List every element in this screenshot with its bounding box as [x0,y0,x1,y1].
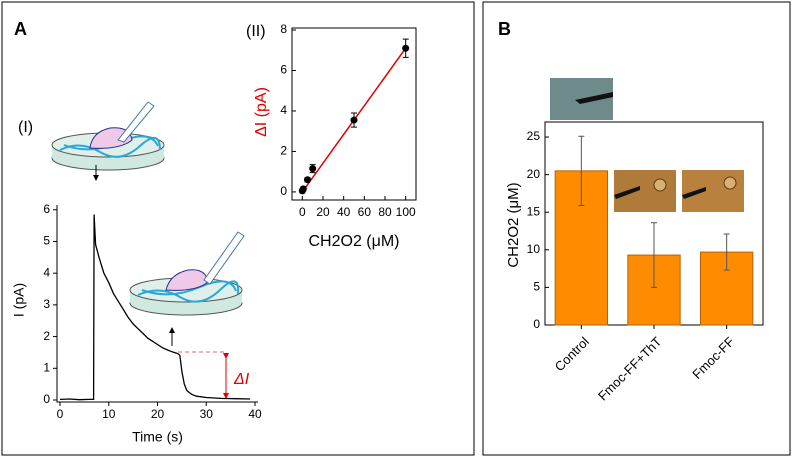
subpanel-label: (II) [246,23,266,40]
y-tick-label: 5 [43,234,50,248]
annotation: ΔI [233,371,250,388]
x-tick-label: Fmoc-FF [689,334,737,382]
plot-frame [291,27,417,201]
x-tick-label: 40 [248,407,262,421]
y-tick-label: 1 [43,360,50,374]
x-tick-label: 30 [200,407,214,421]
point [350,116,358,124]
point [304,176,311,184]
panel-a-frame [1,1,475,456]
y-tick-label: 6 [43,202,50,216]
y-tick-label: 5 [533,280,540,294]
micrograph [682,170,744,212]
micrograph-pipette [575,92,613,104]
error-bar [651,222,657,288]
error-bar [723,233,730,271]
y-tick-label: 2 [280,144,287,158]
x-tick-label: Fmoc-FF+ThT [595,334,665,404]
y-tick-label: 2 [43,329,50,343]
x-tick-label: 100 [396,205,416,219]
y-tick-label: 4 [280,103,287,117]
panel-label: B [498,19,511,39]
x-tick-label: 80 [378,205,392,219]
panel-label: A [14,19,27,39]
micrograph [614,170,676,212]
y-axis-label: CH2O2 (μM) [505,182,522,267]
y-tick-label: 0 [43,392,50,406]
x-tick-label: Control [552,334,592,374]
micrograph-pipette [682,187,706,199]
trace [59,214,251,401]
y-tick-label: 15 [527,204,541,218]
axis [56,205,258,403]
schematic-dish [51,101,165,181]
x-axis-label: Time (s) [132,429,183,445]
y-axis-label: ΔI (pA) [253,87,270,137]
subpanel-label: (I) [18,119,33,136]
y-tick-label: 8 [280,22,287,36]
x-tick-label: 20 [316,205,330,219]
micrograph-pipette [614,186,640,199]
x-tick-label: 10 [102,407,116,421]
y-axis-label: I (pA) [11,283,27,317]
error-bar [578,135,585,206]
x-tick-label: 20 [151,407,165,421]
y-tick-label: 6 [280,63,287,77]
y-tick-label: 0 [280,184,287,198]
x-tick-label: 0 [57,407,64,421]
x-tick-label: 40 [337,205,351,219]
schematic-dish [129,231,245,346]
y-tick-label: 4 [43,265,50,279]
y-tick-label: 20 [527,167,541,181]
panel-b-frame [482,1,791,456]
micrograph-cell [723,176,737,190]
point [309,165,317,173]
x-tick-label: 0 [299,205,306,219]
point [299,185,307,193]
x-axis-label: CH2O2 (μM) [309,233,400,250]
y-tick-label: 0 [533,317,540,331]
y-tick-label: 25 [527,129,541,143]
y-tick-label: 3 [43,297,50,311]
point [402,44,410,52]
y-tick-label: 10 [527,242,541,256]
micrograph-cell [653,178,667,192]
x-tick-label: 60 [358,205,372,219]
